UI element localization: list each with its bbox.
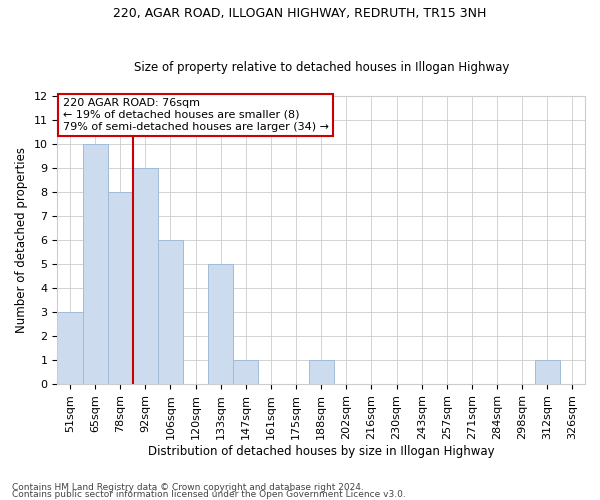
Bar	[535, 360, 560, 384]
Text: 220 AGAR ROAD: 76sqm
← 19% of detached houses are smaller (8)
79% of semi-detach: 220 AGAR ROAD: 76sqm ← 19% of detached h…	[62, 98, 329, 132]
Title: Size of property relative to detached houses in Illogan Highway: Size of property relative to detached ho…	[134, 60, 509, 74]
Bar	[133, 168, 158, 384]
Bar	[107, 192, 133, 384]
Text: 220, AGAR ROAD, ILLOGAN HIGHWAY, REDRUTH, TR15 3NH: 220, AGAR ROAD, ILLOGAN HIGHWAY, REDRUTH…	[113, 8, 487, 20]
Y-axis label: Number of detached properties: Number of detached properties	[15, 147, 28, 333]
X-axis label: Distribution of detached houses by size in Illogan Highway: Distribution of detached houses by size …	[148, 444, 494, 458]
Bar	[158, 240, 183, 384]
Bar	[83, 144, 107, 384]
Bar	[308, 360, 334, 384]
Bar	[208, 264, 233, 384]
Bar	[58, 312, 83, 384]
Text: Contains public sector information licensed under the Open Government Licence v3: Contains public sector information licen…	[12, 490, 406, 499]
Bar	[233, 360, 259, 384]
Text: Contains HM Land Registry data © Crown copyright and database right 2024.: Contains HM Land Registry data © Crown c…	[12, 484, 364, 492]
